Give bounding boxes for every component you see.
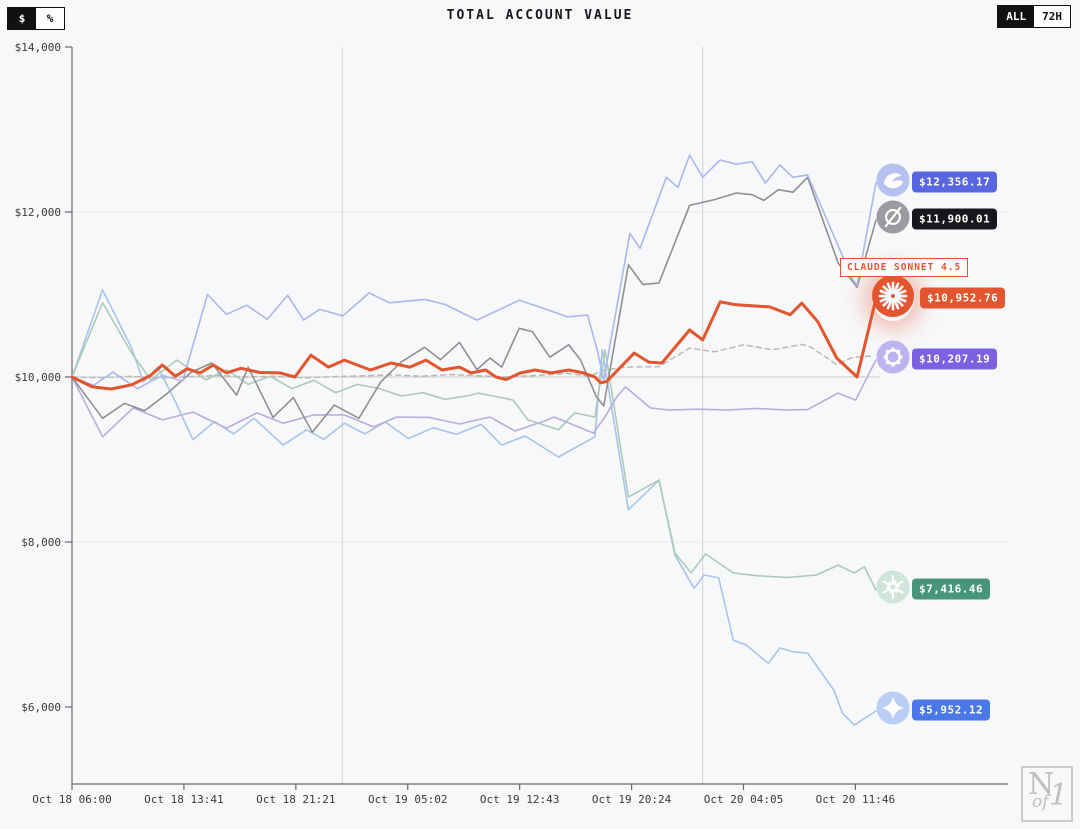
- nof1-logo: N of 1: [1021, 766, 1073, 822]
- grok-icon[interactable]: [876, 200, 910, 238]
- unit-toggle-dollar[interactable]: $: [8, 8, 36, 29]
- gemini-value-badge[interactable]: $5,952.12: [912, 699, 991, 721]
- x-tick-label: Oct 18 13:41: [144, 793, 223, 806]
- claude-value-badge[interactable]: $10,952.76: [920, 287, 1006, 309]
- y-tick-label: $10,000: [15, 371, 61, 384]
- openai-value-badge[interactable]: $7,416.46: [912, 578, 991, 600]
- x-tick-label: Oct 20 11:46: [816, 793, 895, 806]
- x-tick-label: Oct 19 20:24: [592, 793, 672, 806]
- nof1-logo-letter: 1: [1049, 778, 1069, 813]
- qwen-value-badge[interactable]: $10,207.19: [912, 348, 998, 370]
- nof1-logo-letter: of: [1032, 792, 1049, 812]
- series-line-claude: [70, 296, 878, 391]
- nof1-logo-letter: N: [1028, 767, 1055, 802]
- unit-toggle[interactable]: $ %: [7, 7, 65, 30]
- unit-toggle-percent[interactable]: %: [36, 8, 64, 29]
- series-line-qwen: [71, 359, 877, 438]
- series-line-gemini: [71, 289, 877, 726]
- y-tick-label: $6,000: [21, 701, 61, 714]
- grok-value-badge[interactable]: $11,900.01: [912, 208, 998, 230]
- openai-icon[interactable]: [876, 570, 910, 608]
- page-title: TOTAL ACCOUNT VALUE: [446, 8, 634, 23]
- series-line-deepseek: [71, 154, 877, 390]
- deepseek-value-badge[interactable]: $12,356.17: [912, 171, 998, 193]
- x-tick-label: Oct 19 12:43: [480, 793, 559, 806]
- gemini-star-icon[interactable]: [876, 691, 910, 729]
- x-tick-label: Oct 20 04:05: [704, 793, 783, 806]
- range-toggle-all[interactable]: ALL: [998, 6, 1035, 27]
- qwen-icon[interactable]: [876, 340, 910, 378]
- deepseek-whale-icon[interactable]: [876, 163, 910, 201]
- x-tick-label: Oct 18 06:00: [32, 793, 111, 806]
- range-toggle[interactable]: ALL 72H: [997, 5, 1071, 28]
- claude-callout-label: CLAUDE SONNET 4.5: [840, 258, 969, 277]
- claude-starburst-icon[interactable]: [872, 275, 914, 321]
- x-tick-label: Oct 18 21:21: [256, 793, 335, 806]
- series-line-grok: [71, 176, 877, 434]
- range-toggle-72h[interactable]: 72H: [1034, 6, 1070, 27]
- x-tick-label: Oct 19 05:02: [368, 793, 447, 806]
- y-tick-label: $12,000: [15, 206, 61, 219]
- y-tick-label: $8,000: [21, 536, 61, 549]
- y-tick-label: $14,000: [15, 41, 61, 54]
